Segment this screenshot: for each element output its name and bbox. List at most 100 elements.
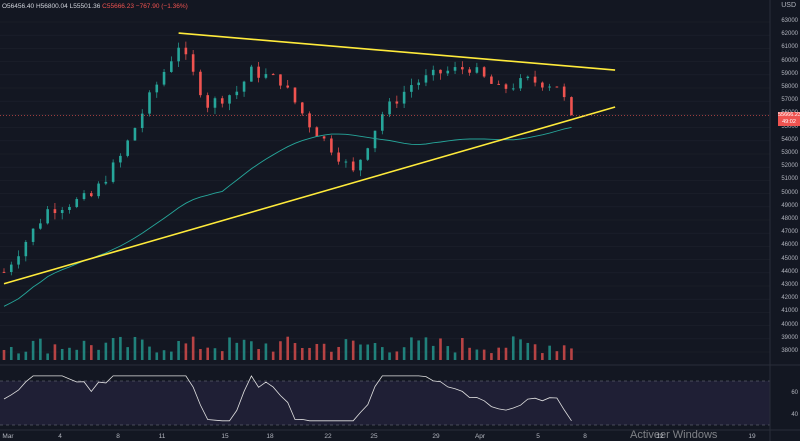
price-tick-label: 47000 xyxy=(781,229,798,236)
date-tick-label: 4 xyxy=(58,433,62,440)
date-tick-label: 18 xyxy=(266,433,274,440)
volume-bar xyxy=(424,337,428,360)
candle-body xyxy=(111,162,115,182)
date-tick-label: 5 xyxy=(536,433,540,440)
volume-bar xyxy=(475,349,479,360)
currency-label[interactable]: USD xyxy=(781,2,796,9)
volume-bar xyxy=(162,350,166,360)
date-tick-label: 8 xyxy=(116,433,120,440)
volume-bar xyxy=(344,339,348,360)
volume-bar xyxy=(402,347,406,360)
price-tick-label: 50000 xyxy=(781,189,798,196)
volume-bar xyxy=(82,340,86,360)
candle-body xyxy=(439,69,442,74)
volume-bar xyxy=(322,343,326,360)
rsi-tick-label: 40 xyxy=(791,412,798,418)
candle-body xyxy=(410,85,413,92)
candle-body xyxy=(242,81,246,92)
volume-bar xyxy=(351,340,355,360)
candle-body xyxy=(170,61,173,72)
volume-bar xyxy=(24,351,28,360)
price-tick-label: 61000 xyxy=(781,44,798,51)
volume-bar xyxy=(359,344,362,360)
candle-body xyxy=(555,86,559,88)
candle-body xyxy=(330,138,333,153)
volume-bar xyxy=(97,349,100,360)
price-tick-label: 54000 xyxy=(781,136,798,143)
volume-bar xyxy=(235,342,239,360)
candle-body xyxy=(293,87,297,103)
volume-bar xyxy=(39,338,42,360)
candle-body xyxy=(206,95,209,108)
candle-body xyxy=(402,91,406,104)
volume-bar xyxy=(308,347,311,360)
volume-bar xyxy=(410,337,413,360)
candle-body xyxy=(395,101,399,104)
volume-bar xyxy=(75,349,79,360)
price-tick-label: 60000 xyxy=(781,57,798,64)
price-tick-label: 43000 xyxy=(781,282,798,288)
volume-bar xyxy=(31,340,35,360)
volume-bar xyxy=(111,338,115,360)
price-tick-label: 45000 xyxy=(781,255,798,262)
volume-bar xyxy=(53,344,57,360)
volume-bar xyxy=(315,343,319,360)
candle-body xyxy=(337,152,340,162)
volume-bar xyxy=(366,344,370,360)
candle-body xyxy=(39,223,42,229)
candle-body xyxy=(250,66,253,82)
volume-bar xyxy=(170,351,173,360)
price-tick-label: 46000 xyxy=(781,242,798,249)
volume-bar xyxy=(90,345,93,360)
volume-bar xyxy=(533,344,537,360)
candle-body xyxy=(308,113,311,128)
price-tick-label: 48000 xyxy=(781,216,798,222)
candle-body xyxy=(264,74,268,78)
candle-body xyxy=(359,159,362,171)
bar-countdown: 49:02 xyxy=(782,119,796,125)
candle-body xyxy=(431,69,435,76)
candle-body xyxy=(541,82,544,88)
volume-bar xyxy=(490,353,493,360)
candle-body xyxy=(366,148,370,160)
date-tick-label: Apr xyxy=(474,433,486,440)
candle-body xyxy=(322,136,326,139)
trendline xyxy=(178,32,616,71)
volume-bar xyxy=(431,345,435,360)
candle-body xyxy=(119,155,122,163)
volume-bar xyxy=(68,347,71,360)
trendline xyxy=(3,106,616,285)
volume-bar xyxy=(286,336,290,360)
candle-body xyxy=(90,193,93,197)
volume-bar xyxy=(257,349,260,360)
close-value: C55666.23 xyxy=(102,3,134,10)
candle-body xyxy=(271,74,275,76)
candle-body xyxy=(126,140,129,156)
candle-body xyxy=(482,67,486,77)
candle-body xyxy=(199,71,202,96)
candle-body xyxy=(279,74,282,86)
candle-body xyxy=(104,181,108,184)
candle-body xyxy=(133,128,137,141)
candle-body xyxy=(213,98,217,108)
volume-bar xyxy=(279,341,282,360)
volume-bar xyxy=(148,346,151,360)
candle-body xyxy=(191,54,195,72)
candle-body xyxy=(235,91,239,96)
volume-bar xyxy=(9,346,13,360)
date-tick-label: Mar xyxy=(2,433,14,440)
volume-bar xyxy=(17,353,20,360)
candle-body xyxy=(373,130,377,149)
candle-body xyxy=(461,67,464,70)
candle-body xyxy=(424,75,428,83)
candle-body xyxy=(315,127,319,137)
candle-body xyxy=(570,97,573,116)
volume-bar xyxy=(337,346,340,360)
candle-body xyxy=(97,183,100,197)
candle-body xyxy=(497,83,500,85)
volume-bar xyxy=(504,347,508,360)
candle-body xyxy=(75,199,79,207)
volume-bar xyxy=(453,352,457,360)
volume-bar xyxy=(220,351,224,360)
